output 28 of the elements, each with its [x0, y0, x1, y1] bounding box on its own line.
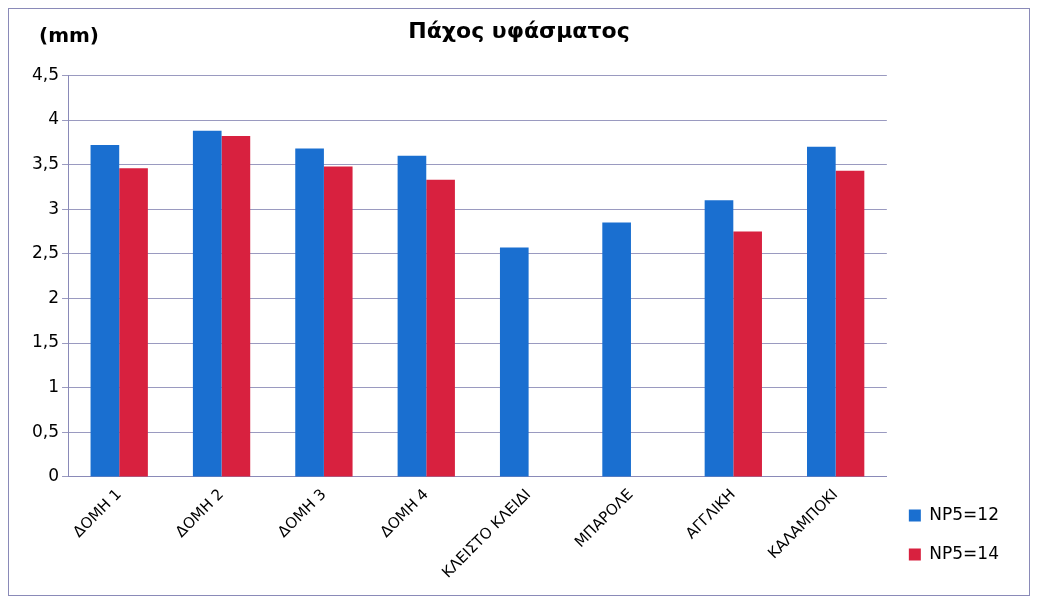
y-axis-title: (mm) — [39, 23, 99, 47]
bar — [807, 146, 836, 477]
y-tick-label: 3,5 — [31, 153, 60, 174]
bar — [733, 231, 762, 477]
bar — [602, 222, 631, 477]
bar — [295, 148, 324, 477]
y-tick-label: 0,5 — [31, 420, 60, 441]
bar — [426, 179, 455, 477]
y-tick-label: 4,5 — [31, 63, 60, 84]
bar — [119, 168, 148, 477]
y-tick-label: 2 — [48, 286, 60, 307]
legend-label: NP5=12 — [929, 503, 1000, 524]
bar — [323, 166, 353, 477]
chart-title: Πάχος υφάσματος — [408, 17, 630, 43]
bar — [221, 136, 251, 477]
y-tick-label: 1,5 — [31, 331, 60, 352]
bar — [499, 247, 529, 477]
y-tick-label: 3 — [48, 197, 60, 218]
y-tick-label: 2,5 — [31, 242, 60, 263]
y-tick-label: 0 — [48, 465, 60, 486]
y-tick-label: 1 — [48, 376, 60, 397]
y-tick-label: 4 — [48, 108, 60, 129]
bar — [90, 144, 120, 477]
bar — [704, 200, 734, 477]
legend-label: NP5=14 — [929, 542, 1000, 563]
bar — [835, 170, 865, 477]
bar — [192, 130, 222, 477]
bar — [397, 155, 427, 477]
